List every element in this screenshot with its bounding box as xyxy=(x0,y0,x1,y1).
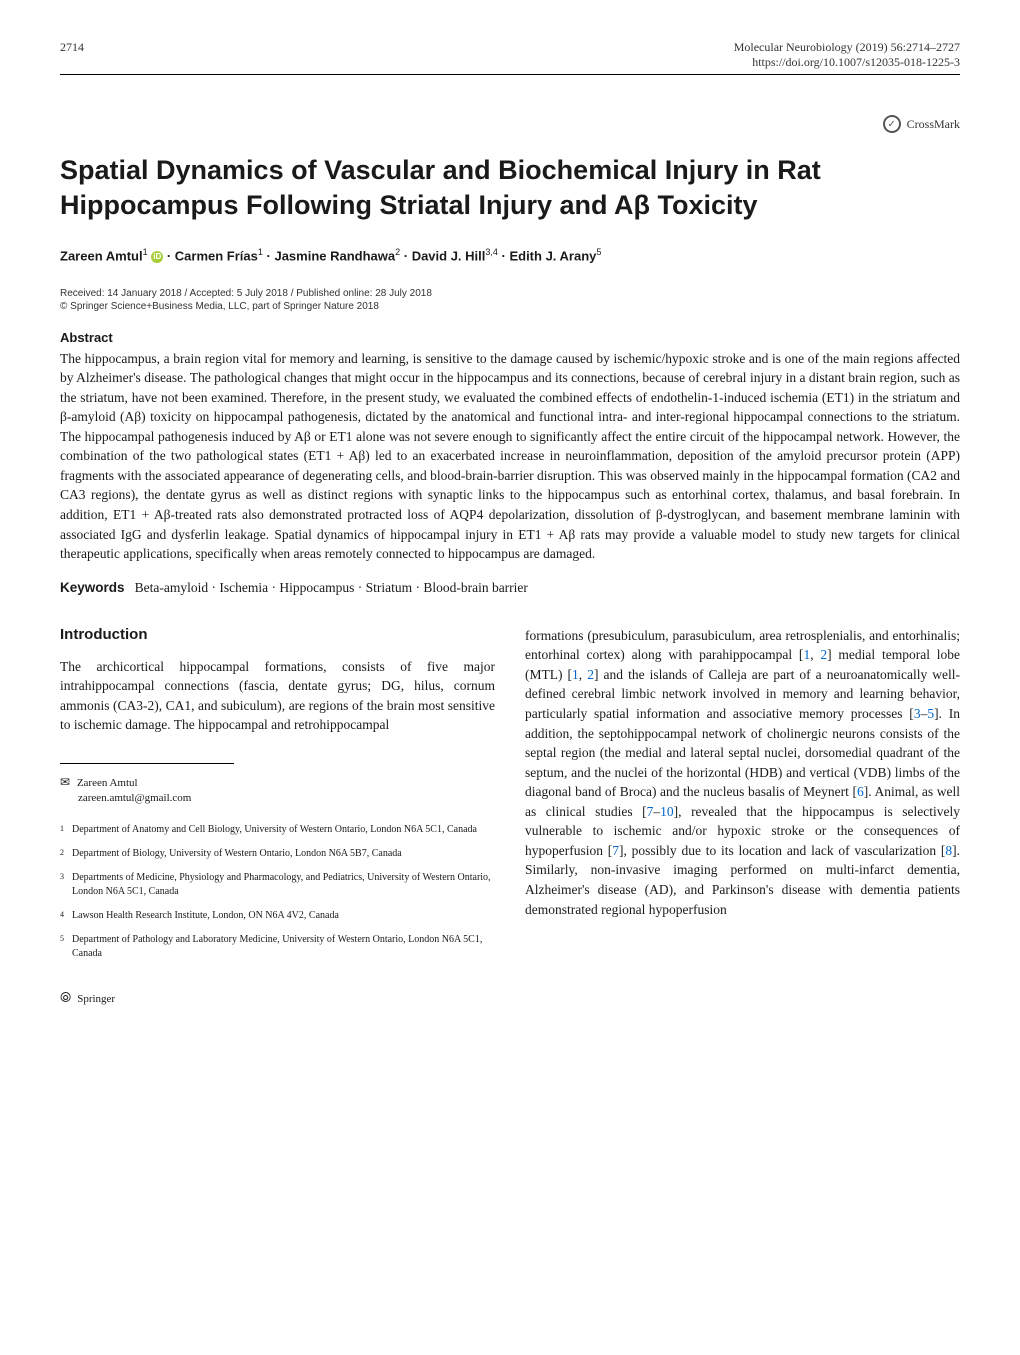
affiliation-item: 1 Department of Anatomy and Cell Biology… xyxy=(60,823,495,837)
affiliation-item: 4 Lawson Health Research Institute, Lond… xyxy=(60,909,495,923)
corresponding-email[interactable]: zareen.amtul@gmail.com xyxy=(78,792,191,804)
affiliation-number: 4 xyxy=(60,909,64,923)
affiliation-number: 3 xyxy=(60,871,64,899)
springer-icon: ⦾ xyxy=(60,991,71,1007)
crossmark-badge[interactable]: ✓ CrossMark xyxy=(60,115,960,133)
corresponding-name: Zareen Amtul xyxy=(77,777,138,789)
affiliation-number: 1 xyxy=(60,823,64,837)
abstract-heading: Abstract xyxy=(60,330,960,345)
affiliation-number: 5 xyxy=(60,933,64,961)
affiliation-divider xyxy=(60,763,234,764)
header-divider xyxy=(60,74,960,75)
journal-citation: Molecular Neurobiology (2019) 56:2714–27… xyxy=(734,40,960,55)
affiliation-number: 2 xyxy=(60,847,64,861)
corresponding-author: ✉ Zareen Amtul zareen.amtul@gmail.com xyxy=(60,774,495,807)
publication-dates: Received: 14 January 2018 / Accepted: 5 … xyxy=(60,288,960,299)
publisher-name: Springer xyxy=(77,993,115,1005)
keywords-values: Beta-amyloid · Ischemia · Hippocampus · … xyxy=(135,580,528,595)
crossmark-label: CrossMark xyxy=(907,117,960,132)
keywords-text xyxy=(128,580,135,595)
affiliation-text: Lawson Health Research Institute, London… xyxy=(72,909,339,923)
introduction-heading: Introduction xyxy=(60,626,495,643)
left-column: Introduction The archicortical hippocamp… xyxy=(60,626,495,1007)
two-column-body: Introduction The archicortical hippocamp… xyxy=(60,626,960,1007)
page-header: 2714 Molecular Neurobiology (2019) 56:27… xyxy=(60,40,960,70)
mail-icon: ✉ xyxy=(60,775,70,789)
introduction-right-text: formations (presubiculum, parasubiculum,… xyxy=(525,626,960,919)
affiliation-item: 5 Department of Pathology and Laboratory… xyxy=(60,933,495,961)
affiliation-text: Department of Biology, University of Wes… xyxy=(72,847,402,861)
affiliation-text: Department of Anatomy and Cell Biology, … xyxy=(72,823,477,837)
affiliation-text: Department of Pathology and Laboratory M… xyxy=(72,933,495,961)
affiliation-item: 2 Department of Biology, University of W… xyxy=(60,847,495,861)
page-number: 2714 xyxy=(60,40,84,55)
article-title: Spatial Dynamics of Vascular and Biochem… xyxy=(60,153,960,223)
keywords-section: Keywords Beta-amyloid · Ischemia · Hippo… xyxy=(60,580,960,596)
right-column: formations (presubiculum, parasubiculum,… xyxy=(525,626,960,1007)
keywords-label: Keywords xyxy=(60,580,125,595)
author-list: Zareen Amtul1 iD · Carmen Frías1 · Jasmi… xyxy=(60,247,960,263)
page-footer: ⦾ Springer xyxy=(60,991,495,1007)
abstract-text: The hippocampus, a brain region vital fo… xyxy=(60,349,960,564)
crossmark-icon: ✓ xyxy=(883,115,901,133)
introduction-left-text: The archicortical hippocampal formations… xyxy=(60,657,495,735)
affiliation-item: 3 Departments of Medicine, Physiology an… xyxy=(60,871,495,899)
copyright-line: © Springer Science+Business Media, LLC, … xyxy=(60,301,960,312)
doi-link[interactable]: https://doi.org/10.1007/s12035-018-1225-… xyxy=(734,55,960,70)
affiliation-text: Departments of Medicine, Physiology and … xyxy=(72,871,495,899)
